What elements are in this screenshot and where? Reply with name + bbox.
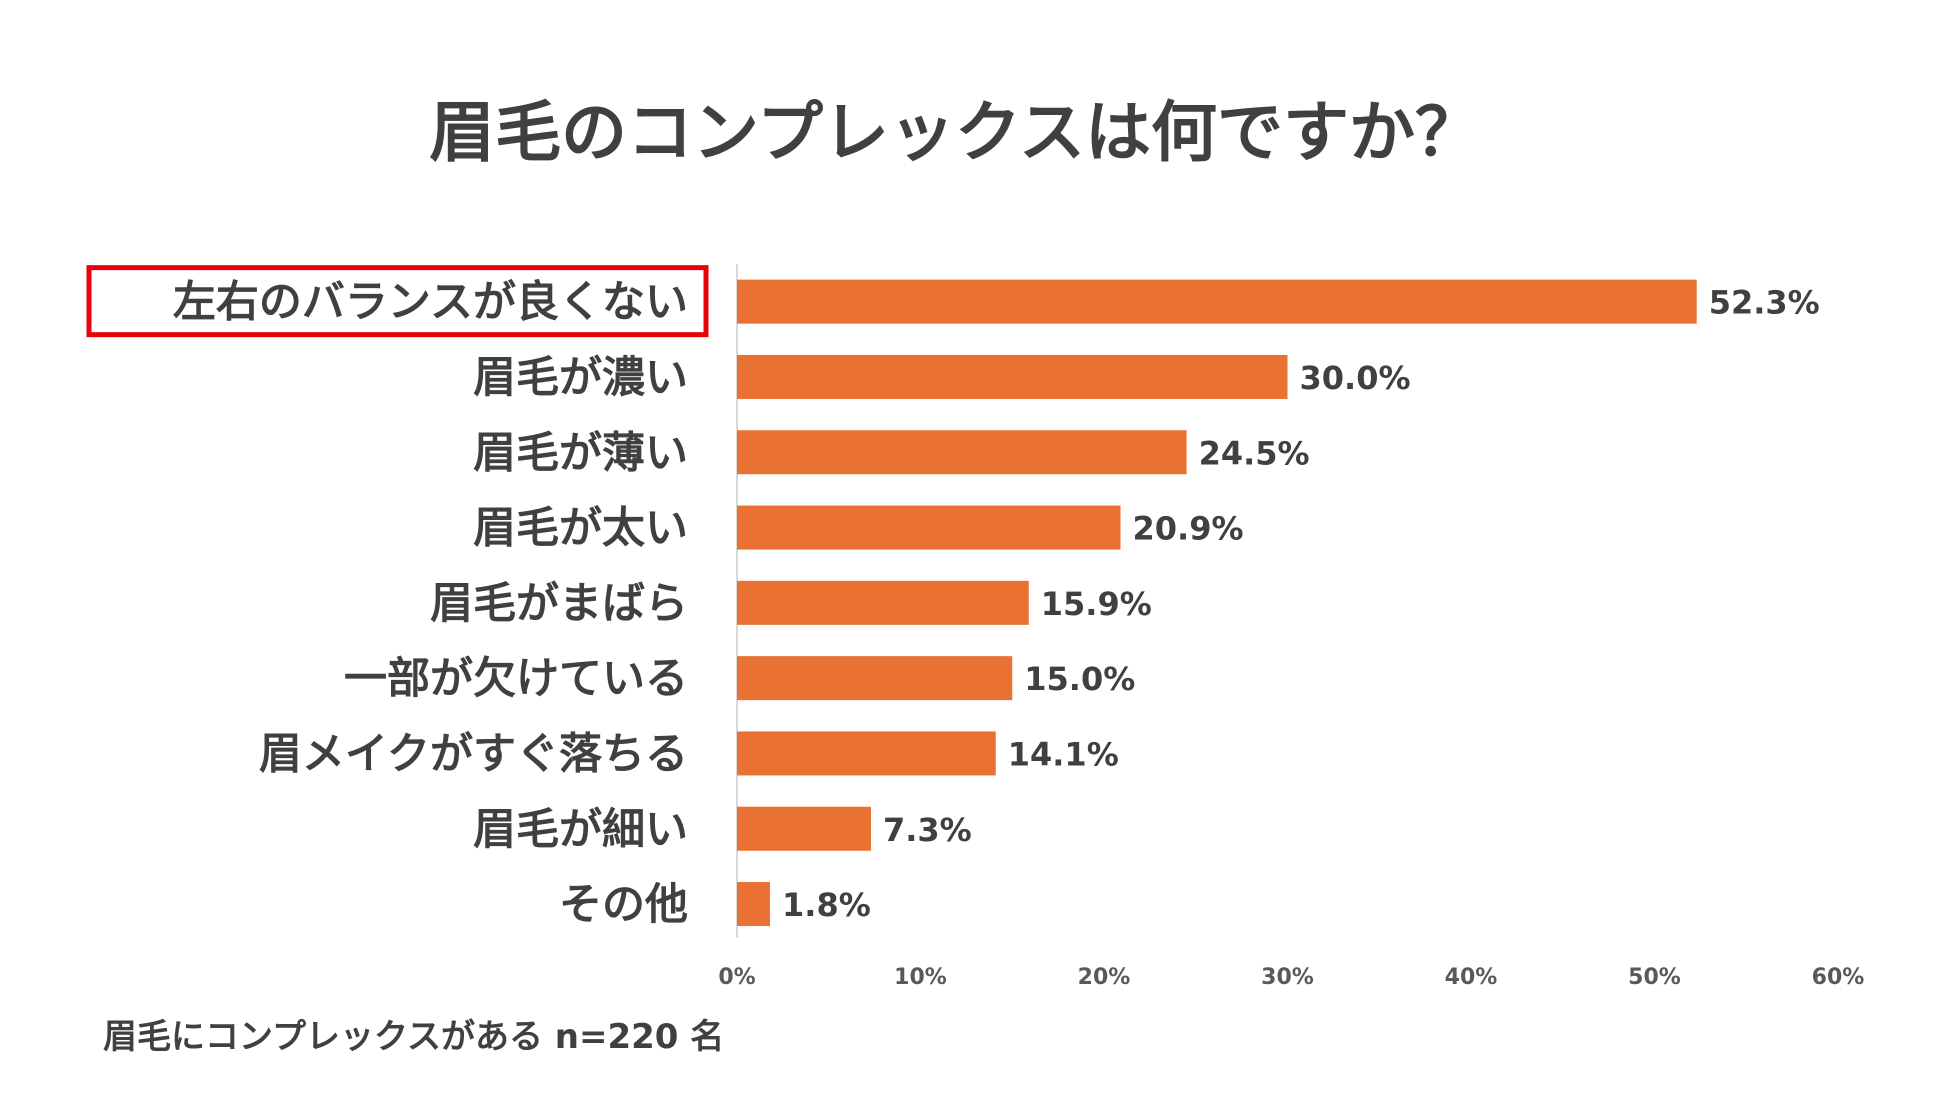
bar — [737, 580, 1029, 625]
x-tick-label: 50% — [1628, 965, 1681, 990]
highlight-box — [86, 265, 709, 338]
chart-title: 眉毛のコンプレックスは何ですか？ — [429, 94, 1481, 171]
data-label: 24.5% — [1199, 434, 1310, 472]
category-label: その他 — [559, 880, 688, 930]
x-tick-label: 10% — [894, 965, 947, 990]
category-label: 左右のバランスが良くない — [173, 278, 688, 328]
category-label: 眉毛が薄い — [473, 428, 688, 478]
x-tick-label: 40% — [1445, 965, 1498, 990]
x-tick-label: 60% — [1812, 965, 1865, 990]
bars-layer — [737, 279, 1697, 927]
bar — [737, 656, 1013, 701]
data-label: 7.3% — [883, 811, 972, 849]
x-axis-tick-labels: 0% 10% 20% 30% 40% 50% 60% — [718, 965, 1864, 990]
category-label: 眉毛が細い — [473, 805, 688, 855]
bar — [737, 354, 1288, 399]
x-tick-label: 20% — [1078, 965, 1131, 990]
data-label: 15.0% — [1024, 660, 1135, 698]
x-tick-label: 30% — [1261, 965, 1314, 990]
data-label: 20.9% — [1133, 510, 1244, 548]
bar — [737, 430, 1187, 475]
bar — [737, 806, 871, 851]
bar — [737, 882, 771, 927]
bar — [737, 505, 1121, 550]
data-label: 30.0% — [1300, 359, 1411, 397]
category-label: 一部が欠けている — [344, 654, 688, 704]
data-label: 15.9% — [1041, 585, 1152, 623]
category-label: 眉毛がまばら — [430, 579, 688, 629]
x-tick-label: 0% — [718, 965, 755, 990]
category-label: 眉メイクがすぐ落ちる — [259, 729, 688, 779]
data-label: 14.1% — [1008, 735, 1119, 773]
data-label: 52.3% — [1709, 284, 1820, 322]
sample-note: 眉毛にコンプレックスがある n=220 名 — [103, 1017, 724, 1057]
category-label: 眉毛が濃い — [473, 353, 688, 403]
category-label: 眉毛が太い — [473, 504, 688, 554]
category-labels: 左右のバランスが良くない眉毛が濃い眉毛が薄い眉毛が太い眉毛がまばら一部が欠けてい… — [173, 278, 688, 930]
bar — [737, 731, 996, 776]
value-labels: 52.3% 30.0% 24.5% 20.9% 15.9% 15.0% 14.1% 7.3% 1… — [782, 284, 1820, 924]
data-label: 1.8% — [782, 886, 871, 924]
bar — [737, 279, 1697, 324]
